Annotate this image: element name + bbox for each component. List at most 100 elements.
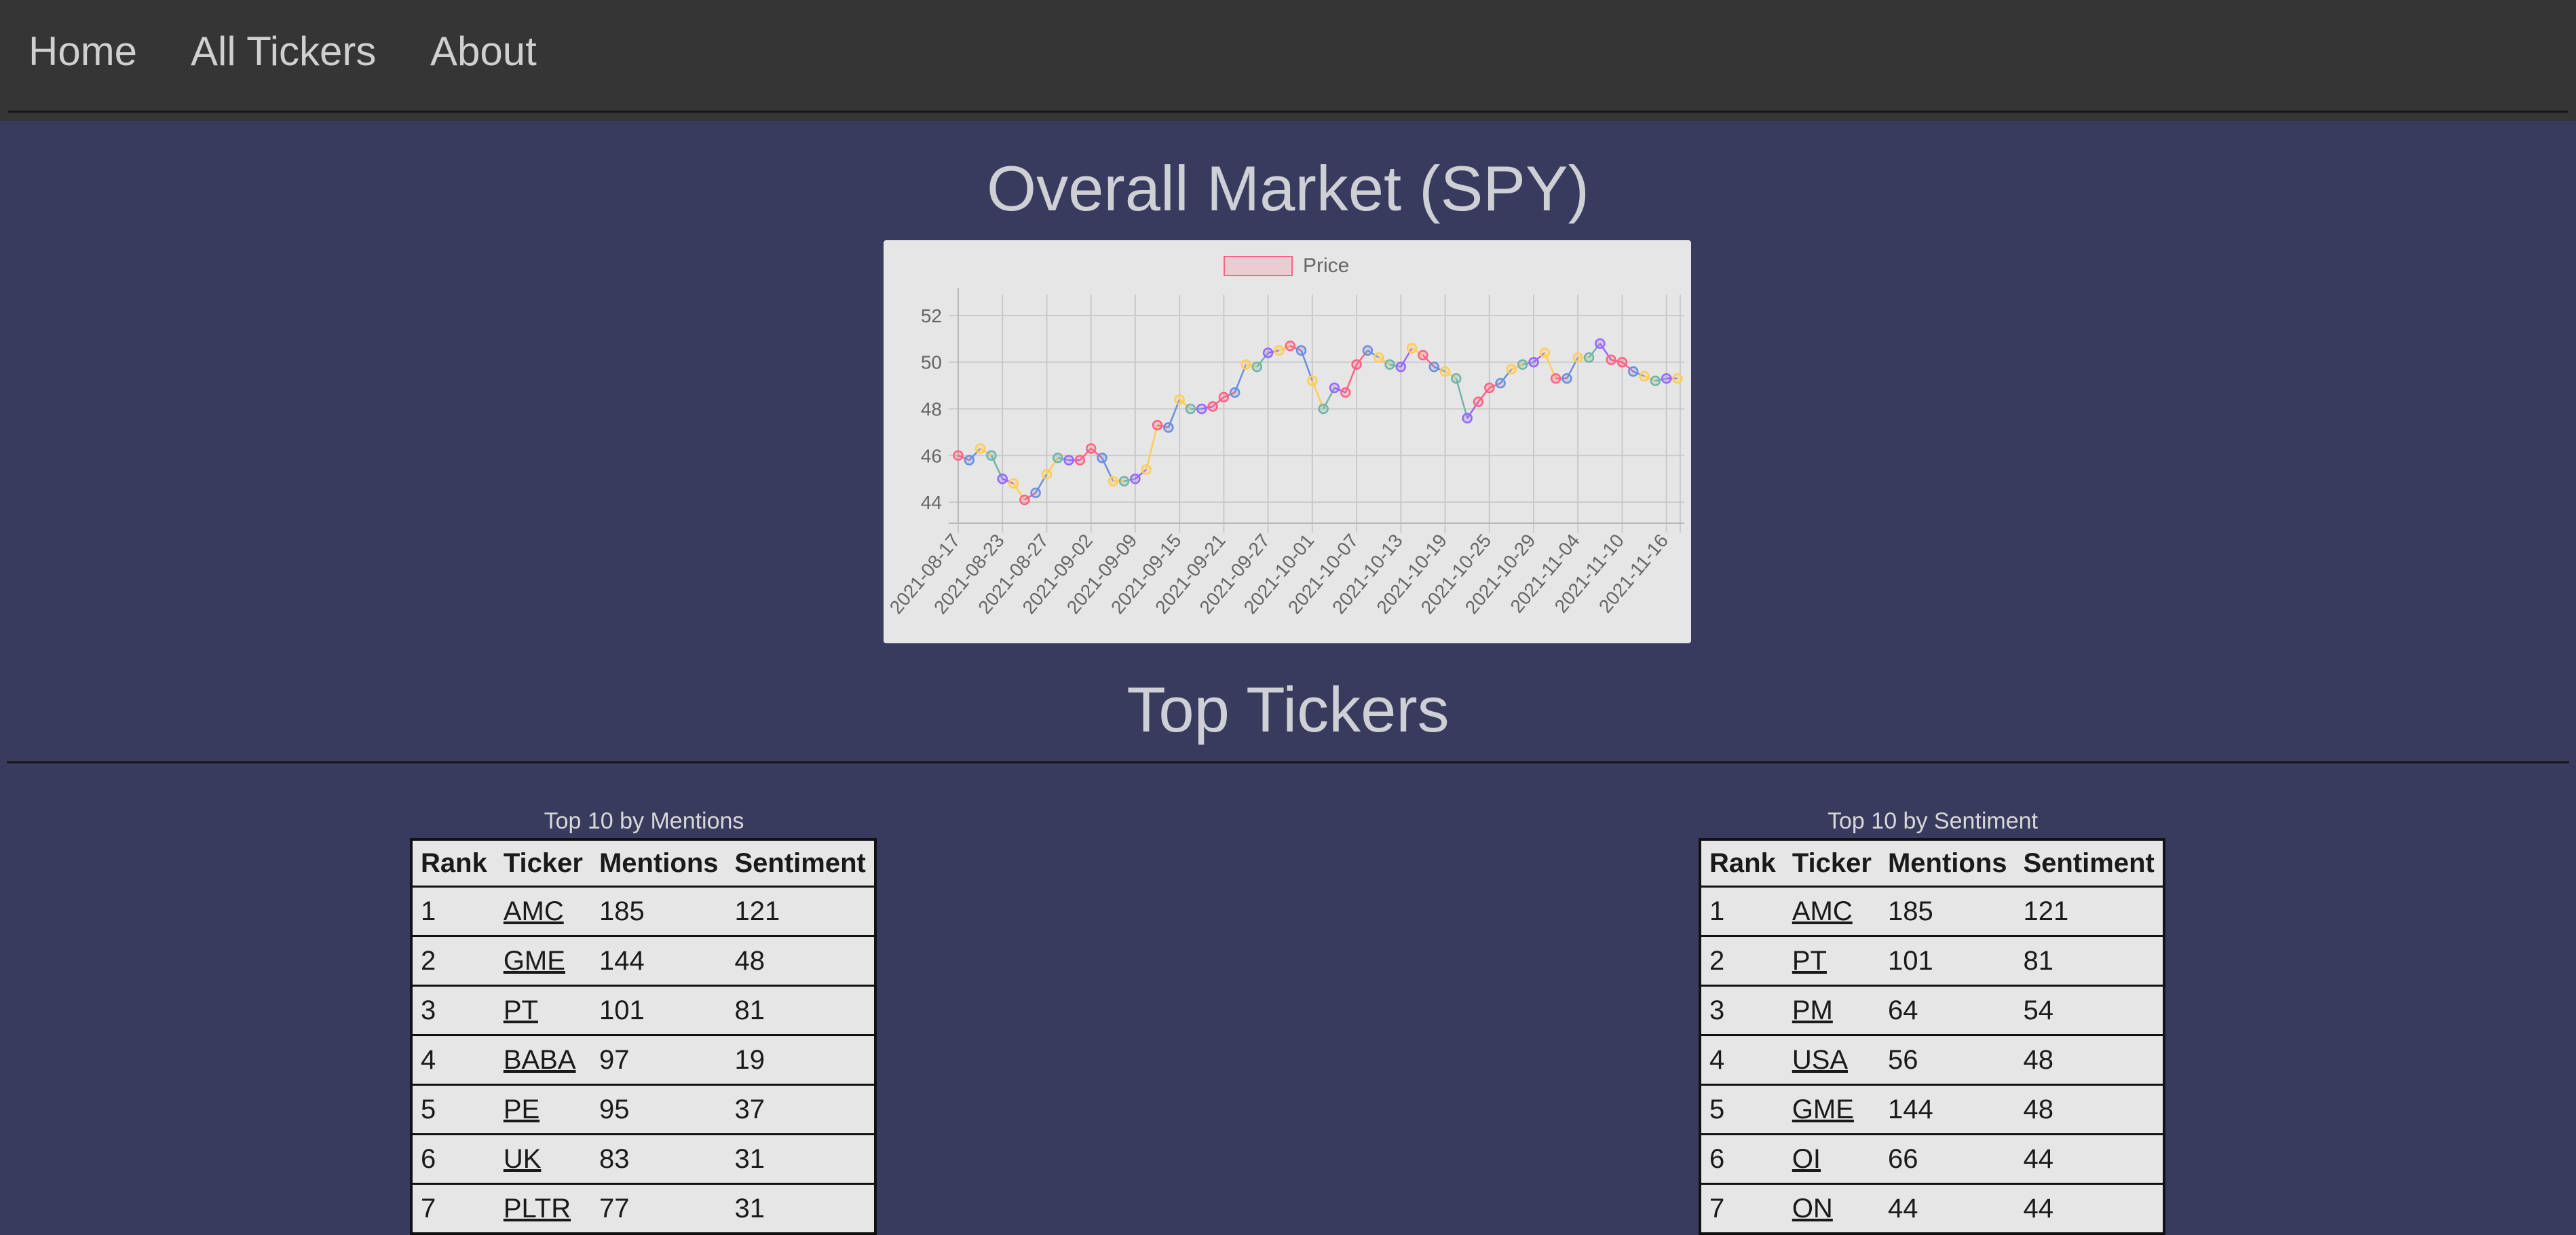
mentions-cell: 66 — [1879, 1134, 2015, 1185]
nav-home-link[interactable]: Home — [29, 28, 138, 74]
mentions-cell: 144 — [590, 936, 727, 987]
data-point — [1118, 476, 1130, 487]
ticker-header: Ticker — [1783, 839, 1880, 888]
ticker-cell: BABA — [495, 1035, 591, 1086]
data-point — [1141, 464, 1152, 475]
mentions-cell: 97 — [590, 1035, 727, 1086]
series-line-segment — [1124, 478, 1136, 482]
series-line-segment — [1433, 366, 1446, 373]
table-row: 3 PM 64 54 — [1700, 985, 2164, 1036]
sentiment-cell: 44 — [2015, 1183, 2164, 1235]
table-row: 6 OI 66 44 — [1700, 1134, 2164, 1185]
data-point — [1661, 373, 1672, 384]
rank-cell: 3 — [1700, 985, 1784, 1036]
nav-all-tickers-link[interactable]: All Tickers — [191, 28, 377, 74]
sentiment-header: Sentiment — [2015, 839, 2164, 888]
series-line-segment — [1367, 349, 1380, 358]
series-line-segment — [1455, 378, 1469, 419]
series-line-segment — [1511, 364, 1523, 370]
series-line-segment — [1300, 350, 1314, 381]
table-row: 5 GME 144 48 — [1700, 1084, 2164, 1135]
ticker-link[interactable]: PE — [503, 1094, 540, 1124]
ticker-link[interactable]: GME — [503, 945, 565, 976]
series-line-segment — [1256, 352, 1269, 368]
series-line-segment — [1599, 343, 1612, 360]
table-row: 7 PLTR 77 31 — [411, 1183, 875, 1235]
rank-cell: 4 — [411, 1035, 495, 1086]
data-point — [997, 473, 1008, 484]
sentiment-cell: 31 — [726, 1134, 875, 1185]
series-line-segment — [1090, 448, 1103, 459]
series-line-segment — [1356, 349, 1369, 365]
series-line-segment — [1223, 392, 1236, 398]
sentiment-cell: 48 — [726, 936, 875, 987]
data-point — [1439, 366, 1451, 377]
sentiment-cell: 48 — [2015, 1035, 2164, 1086]
ticker-cell: PT — [495, 985, 591, 1036]
sentiment-cell: 19 — [726, 1035, 875, 1086]
ticker-link[interactable]: AMC — [503, 896, 564, 926]
ticker-link[interactable]: AMC — [1792, 896, 1853, 926]
series-line-segment — [958, 455, 970, 461]
sentiment-cell: 121 — [2015, 886, 2164, 937]
ticker-link[interactable]: BABA — [503, 1044, 576, 1075]
table-row: 5 PE 95 37 — [411, 1084, 875, 1135]
table-row: 1 AMC 185 121 — [1700, 886, 2164, 937]
ticker-cell: PT — [1783, 936, 1880, 987]
series-line-segment — [1179, 398, 1192, 410]
data-point — [1595, 338, 1606, 349]
ticker-cell: USA — [1783, 1035, 1880, 1086]
sentiment-cell: 37 — [726, 1084, 875, 1135]
data-point — [1572, 352, 1583, 363]
series-line-segment — [1145, 425, 1158, 470]
table-row: 6 UK 83 31 — [411, 1134, 875, 1185]
table-row: 1 AMC 185 121 — [411, 886, 875, 937]
data-point — [1561, 373, 1572, 384]
data-point — [1650, 375, 1661, 386]
series-line-segment — [1411, 347, 1424, 356]
rank-cell: 1 — [411, 886, 495, 937]
y-tick-label: 48 — [921, 399, 942, 420]
ticker-link[interactable]: PLTR — [503, 1193, 571, 1223]
data-point — [964, 455, 975, 466]
data-point — [1163, 422, 1174, 433]
ticker-link[interactable]: UK — [503, 1143, 542, 1174]
ticker-link[interactable]: USA — [1792, 1044, 1849, 1075]
data-point — [1041, 469, 1053, 480]
data-point — [1174, 394, 1185, 405]
data-point — [1008, 478, 1019, 489]
navbar-divider — [8, 111, 2568, 113]
data-point — [1019, 494, 1030, 506]
data-point — [974, 443, 986, 454]
mentions-cell: 144 — [1879, 1084, 2015, 1135]
sentiment-table-caption: Top 10 by Sentiment — [1827, 808, 2038, 834]
ticker-link[interactable]: PT — [1792, 945, 1827, 976]
series-line-segment — [1135, 468, 1148, 480]
ticker-link[interactable]: PT — [503, 995, 538, 1025]
data-point — [1318, 403, 1329, 415]
series-line-segment — [1268, 349, 1280, 354]
table-row: 2 GME 144 48 — [411, 936, 875, 987]
nav-about-link[interactable]: About — [430, 28, 537, 74]
data-point — [1340, 387, 1351, 398]
series-line-segment — [1278, 345, 1291, 352]
table-row: 2 PT 101 81 — [1700, 936, 2164, 987]
rank-cell: 5 — [1700, 1084, 1784, 1135]
ticker-link[interactable]: PM — [1792, 995, 1833, 1025]
table-header-row: Rank Ticker Mentions Sentiment — [411, 839, 875, 888]
series-line-segment — [1522, 361, 1534, 366]
data-point — [1406, 343, 1418, 354]
series-line-segment — [1002, 478, 1015, 484]
table-row: 4 USA 56 48 — [1700, 1035, 2164, 1086]
ticker-cell: UK — [495, 1134, 591, 1185]
market-title: Overall Market (SPY) — [987, 153, 1589, 224]
data-point — [1295, 345, 1307, 356]
data-point — [1528, 356, 1539, 368]
ticker-link[interactable]: ON — [1792, 1193, 1833, 1223]
sentiment-cell: 81 — [2015, 936, 2164, 987]
mentions-cell: 185 — [1879, 886, 2015, 937]
data-point — [1262, 347, 1274, 358]
ticker-link[interactable]: OI — [1792, 1143, 1821, 1174]
data-point — [1240, 359, 1251, 370]
ticker-link[interactable]: GME — [1792, 1094, 1854, 1124]
